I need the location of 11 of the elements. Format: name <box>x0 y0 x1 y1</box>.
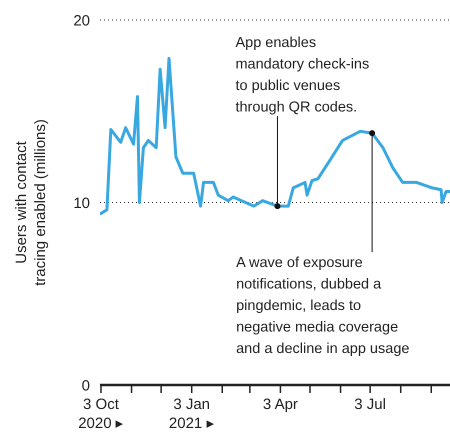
line-series <box>100 56 450 215</box>
x-tick-label: 3 Apr <box>262 396 298 413</box>
y-tick-label: 0 <box>82 377 90 394</box>
y-tick-label: 10 <box>73 194 90 212</box>
annotation: App enables mandatory check-ins to public venues through QR codes. <box>235 35 370 116</box>
y-axis-title: Users with contact tracing enabled (millions) <box>13 119 49 286</box>
x-tick-label: 3 Jul <box>354 396 386 413</box>
x-tick-label: 3 Oct 2020 ▸ <box>78 396 124 432</box>
annotation: A wave of exposure notifications, dubbed a pingdemic, leads to negative media coverage and a decline in app usage <box>236 255 410 358</box>
x-tick-label: 3 Jan 2021 ▸ <box>168 396 214 432</box>
y-tick-label: 20 <box>73 12 90 30</box>
